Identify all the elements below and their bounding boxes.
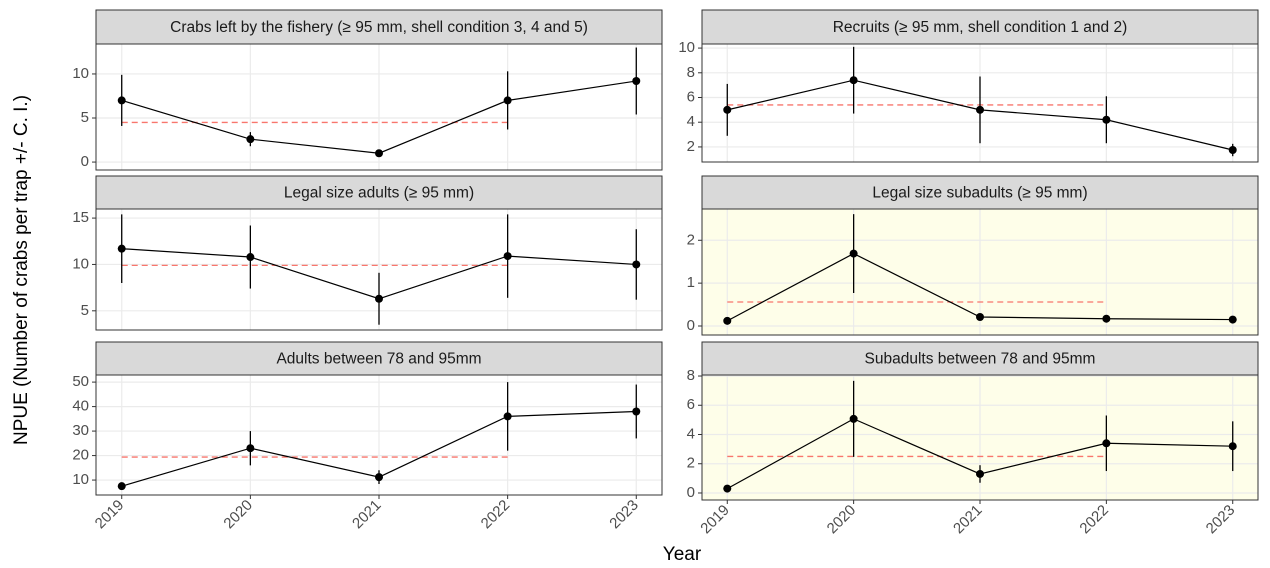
point [375, 294, 383, 303]
strip-title: Legal size subadults (≥ 95 mm) [872, 185, 1087, 202]
y-tick-label: 0 [81, 153, 89, 170]
x-tick-label: 2021 [950, 502, 986, 538]
y-tick-label: 2 [687, 455, 695, 472]
point [632, 407, 641, 416]
x-tick-label: 2023 [606, 497, 642, 533]
strip-title: Recruits (≥ 95 mm, shell condition 1 and… [833, 19, 1128, 36]
panel-border [95, 208, 663, 331]
y-tick-label: 10 [72, 471, 89, 488]
point [723, 105, 732, 114]
y-tick-label: 6 [687, 396, 695, 413]
strip-title: Crabs left by the fishery (≥ 95 mm, shel… [170, 19, 588, 36]
x-tick-label: 2022 [478, 497, 514, 533]
y-tick-label: 4 [687, 113, 695, 130]
strip [701, 175, 1259, 210]
point [849, 249, 858, 258]
point [1228, 315, 1237, 324]
y-tick-label: 0 [687, 317, 695, 334]
y-tick-label: 5 [81, 302, 89, 319]
x-tick-label: 2019 [697, 502, 733, 538]
y-tick-label: 0 [687, 484, 695, 501]
point [117, 482, 126, 491]
y-tick-label: 30 [72, 422, 89, 439]
point [375, 473, 383, 482]
x-tick-label: 2020 [824, 502, 860, 538]
x-axis-title: Year [663, 544, 702, 565]
x-tick-label: 2023 [1203, 502, 1239, 538]
y-tick-label: 50 [72, 373, 89, 390]
panel-border [95, 43, 663, 171]
strip [95, 9, 663, 45]
point [632, 77, 641, 86]
point [723, 316, 732, 325]
point [375, 149, 383, 158]
point [1228, 146, 1237, 155]
point [632, 260, 641, 269]
panel-border [701, 374, 1259, 501]
x-tick-label: 2019 [92, 497, 128, 533]
point [117, 96, 126, 105]
point [117, 244, 126, 253]
point [503, 412, 512, 421]
point [976, 469, 984, 478]
point [1102, 439, 1111, 448]
point [1228, 442, 1237, 451]
x-tick-label: 2020 [220, 497, 256, 533]
y-tick-label: 8 [687, 367, 695, 384]
strip-title: Subadults between 78 and 95mm [865, 351, 1096, 368]
point [246, 444, 255, 453]
strip-title: Adults between 78 and 95mm [276, 351, 481, 368]
point [246, 253, 255, 262]
x-tick-label: 2021 [349, 497, 385, 533]
y-tick-label: 20 [72, 447, 89, 464]
y-tick-label: 40 [72, 398, 89, 415]
panel-border [701, 208, 1259, 336]
y-tick-label: 2 [687, 231, 695, 248]
point [723, 484, 732, 493]
y-tick-label: 10 [72, 255, 89, 272]
y-tick-label: 10 [678, 39, 695, 56]
point [976, 313, 984, 321]
y-tick-label: 2 [687, 138, 695, 155]
y-tick-label: 15 [72, 209, 89, 226]
y-tick-label: 1 [687, 274, 695, 291]
y-tick-label: 8 [687, 64, 695, 81]
y-tick-label: 4 [687, 425, 695, 442]
y-axis-title: NPUE (Number of crabs per trap +/- C. I.… [11, 95, 32, 445]
y-tick-label: 5 [81, 109, 89, 126]
y-tick-label: 6 [687, 88, 695, 105]
strip [701, 9, 1259, 45]
point [1102, 314, 1111, 323]
strip [701, 341, 1259, 376]
y-tick-label: 10 [72, 65, 89, 82]
strip [95, 341, 663, 376]
point [503, 96, 512, 105]
point [849, 414, 858, 423]
point [849, 76, 858, 85]
point [246, 135, 255, 144]
point [1102, 115, 1111, 124]
x-tick-label: 2022 [1076, 502, 1112, 538]
panel-border [701, 43, 1259, 163]
point [976, 105, 984, 114]
point [503, 252, 512, 261]
strip-title: Legal size adults (≥ 95 mm) [284, 185, 474, 202]
panel-border [95, 374, 663, 496]
